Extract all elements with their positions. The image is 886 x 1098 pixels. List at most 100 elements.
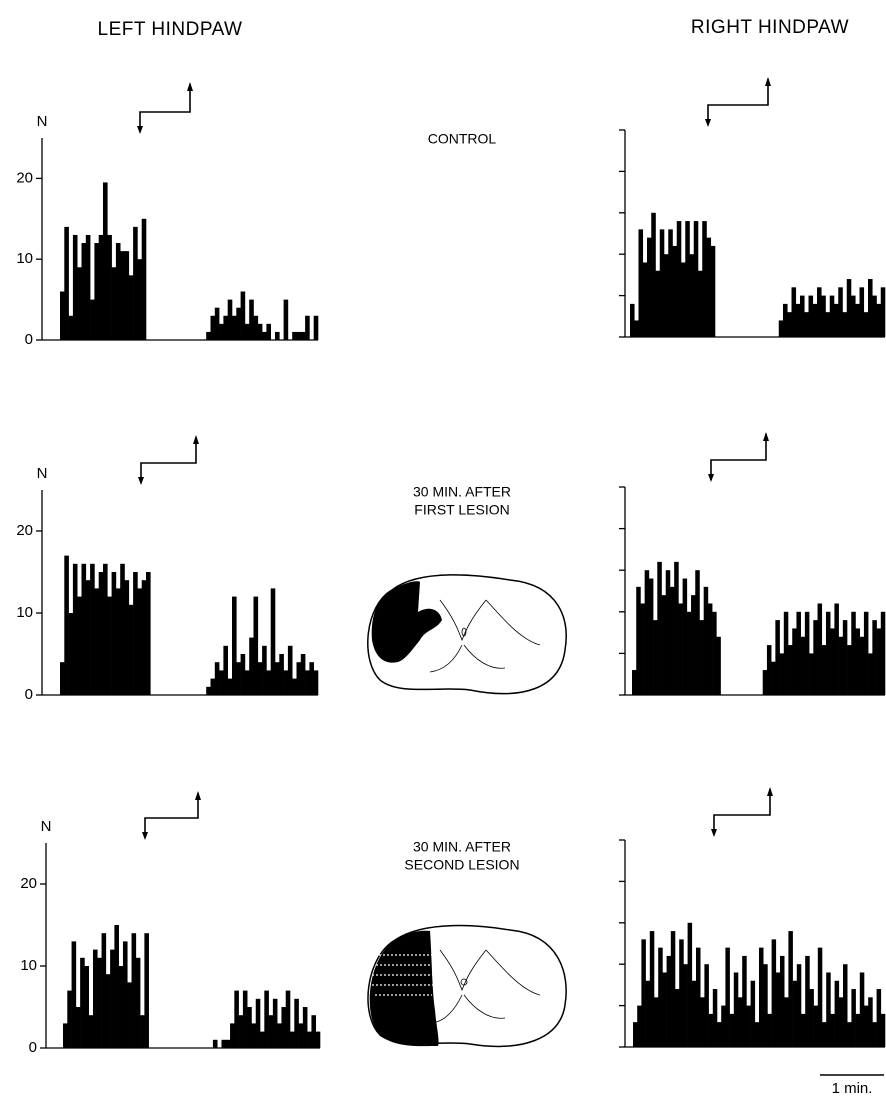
bar	[313, 670, 319, 695]
bar	[242, 990, 248, 1048]
bar	[266, 323, 271, 340]
bar	[880, 1013, 886, 1047]
bar	[796, 964, 802, 1047]
bar	[105, 974, 111, 1048]
bar	[691, 595, 696, 695]
bar	[236, 307, 241, 340]
bar	[678, 603, 683, 695]
bar	[703, 586, 709, 695]
bar	[111, 267, 117, 340]
bar	[695, 570, 700, 695]
bar	[257, 323, 263, 340]
bar	[674, 561, 679, 695]
bar	[232, 596, 237, 695]
bar	[775, 972, 781, 1047]
bar	[809, 653, 814, 695]
bar	[767, 1013, 772, 1047]
bar	[648, 578, 654, 695]
bar	[77, 267, 82, 340]
bar	[876, 989, 882, 1047]
bar	[700, 997, 705, 1047]
bar	[712, 611, 717, 695]
bar	[800, 295, 805, 337]
bar	[847, 645, 852, 695]
condition-label: 30 MIN. AFTER	[413, 839, 511, 855]
bar	[783, 611, 789, 695]
bar	[665, 570, 671, 695]
bar	[640, 603, 645, 695]
stimulus-marker	[710, 434, 767, 480]
bar	[642, 262, 648, 337]
condition-label: CONTROL	[428, 131, 497, 147]
bar	[808, 295, 814, 337]
bar	[669, 586, 675, 695]
bar	[210, 315, 216, 340]
y-tick-label: 10	[20, 957, 37, 974]
bar	[107, 234, 112, 340]
bar	[283, 670, 289, 695]
bar	[67, 990, 72, 1048]
scale-bar-label: 1 min.	[832, 1080, 873, 1097]
bar	[792, 628, 797, 695]
bar	[206, 686, 211, 695]
bar	[223, 645, 228, 695]
bar	[654, 997, 659, 1047]
bar	[645, 980, 651, 1047]
bar	[817, 287, 822, 337]
bar	[264, 990, 269, 1048]
bar	[298, 1023, 304, 1048]
bar	[98, 572, 104, 695]
bar	[281, 1007, 287, 1048]
bar	[708, 1013, 714, 1047]
bar	[214, 307, 220, 340]
bar	[685, 221, 690, 337]
bar	[244, 670, 250, 695]
bar	[655, 270, 661, 337]
arrowhead	[763, 432, 769, 441]
bar	[240, 291, 246, 340]
bar	[111, 572, 117, 695]
y-tick-label: 20	[20, 875, 37, 892]
bar	[834, 603, 839, 695]
bar	[717, 1022, 722, 1047]
stimulus-marker	[713, 789, 771, 835]
bar	[821, 645, 827, 695]
bar	[137, 588, 142, 695]
y-tick-label: 10	[16, 250, 33, 267]
bar	[114, 925, 119, 1048]
bar	[120, 563, 125, 695]
bar	[107, 596, 112, 695]
bar	[285, 990, 291, 1048]
bar	[699, 620, 704, 695]
bar	[859, 636, 865, 695]
bar	[804, 611, 810, 695]
bar	[738, 997, 743, 1047]
bar	[838, 287, 843, 337]
bar	[94, 588, 99, 695]
bar	[838, 997, 844, 1047]
bar	[302, 1007, 308, 1048]
bar	[842, 620, 848, 695]
bar	[135, 957, 141, 1048]
bar	[825, 312, 831, 337]
bar	[863, 611, 869, 695]
bar	[795, 303, 801, 337]
bar	[101, 933, 107, 1048]
bar	[851, 611, 856, 695]
bar	[817, 947, 823, 1047]
bar	[140, 1015, 145, 1048]
bar	[260, 1031, 265, 1048]
condition-label: 30 MIN. AFTER	[413, 484, 511, 500]
bar	[666, 955, 672, 1047]
bar	[661, 595, 667, 695]
bar	[809, 989, 814, 1047]
bar	[290, 1031, 295, 1048]
bar	[855, 1013, 861, 1047]
bar	[801, 1013, 806, 1047]
bar	[704, 964, 709, 1047]
bar	[826, 972, 831, 1047]
bar	[60, 291, 65, 340]
bar	[847, 1022, 852, 1047]
bar	[683, 964, 688, 1047]
bar	[275, 662, 280, 695]
